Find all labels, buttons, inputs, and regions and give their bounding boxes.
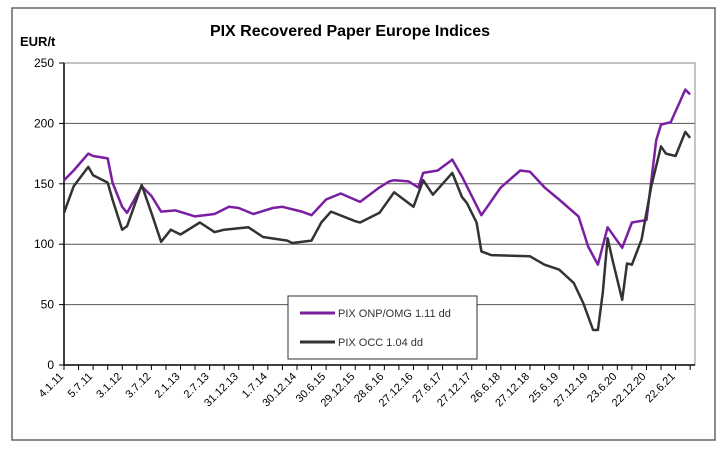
series-line-0 xyxy=(63,88,691,266)
y-tick-label: 200 xyxy=(34,116,54,130)
y-tick-label: 50 xyxy=(41,298,55,312)
legend-label-occ: PIX OCC 1.04 dd xyxy=(338,337,423,349)
legend: PIX ONP/OMG 1.11 dd PIX OCC 1.04 dd xyxy=(287,295,478,360)
y-tick-label: 250 xyxy=(34,56,54,70)
chart-title: PIX Recovered Paper Europe Indices xyxy=(210,23,490,40)
legend-label-onp: PIX ONP/OMG 1.11 dd xyxy=(338,308,451,320)
y-axis-label: EUR/t xyxy=(20,34,56,49)
y-tick-label: 150 xyxy=(34,177,54,191)
y-tick-label: 100 xyxy=(34,237,54,251)
y-tick-label: 0 xyxy=(47,358,54,372)
series-line-1 xyxy=(62,130,692,332)
